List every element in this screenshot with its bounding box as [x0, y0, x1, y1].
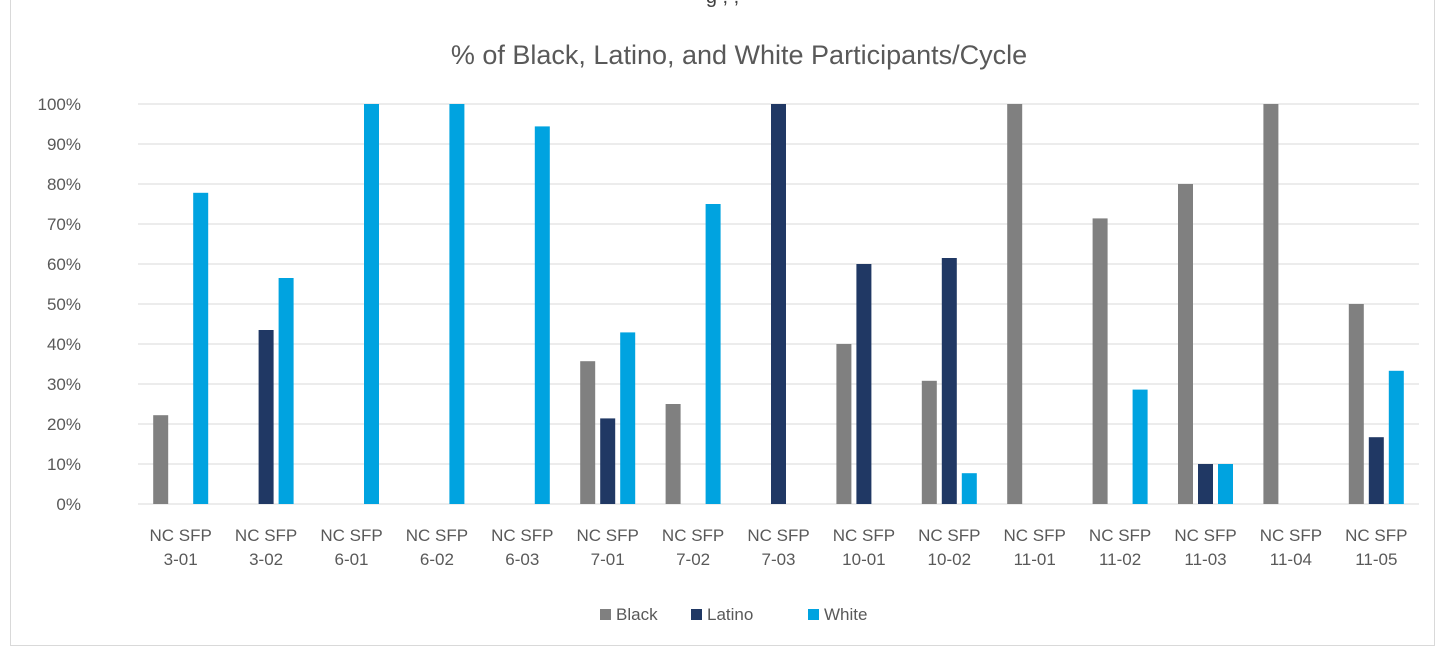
x-tick-label: NC SFP [1174, 526, 1236, 545]
bar-black [1092, 218, 1108, 504]
x-tick-label: 3-01 [164, 550, 198, 569]
x-tick-label: NC SFP [662, 526, 724, 545]
x-tick-label: 10-01 [842, 550, 885, 569]
x-tick-label: 7-03 [761, 550, 795, 569]
y-axis-ticks: 0% 10% 20% 30% 40% 50% 60% 70% 80% 90% 100% [38, 95, 81, 514]
bar-white [364, 104, 379, 504]
legend-swatch-black [600, 609, 611, 620]
x-tick-label: NC SFP [747, 526, 809, 545]
bar-black [665, 404, 681, 504]
y-tick-label: 30% [47, 375, 81, 394]
x-tick-label: 6-03 [505, 550, 539, 569]
y-tick-label: 80% [47, 175, 81, 194]
x-tick-label: NC SFP [1004, 526, 1066, 545]
bar-black [153, 415, 169, 504]
bar-white [193, 192, 209, 505]
x-tick-label: NC SFP [235, 526, 297, 545]
bar-black [1007, 104, 1023, 504]
bar-white [1132, 389, 1148, 504]
x-tick-label: NC SFP [1089, 526, 1151, 545]
bar-white [449, 104, 465, 504]
bar-latino [1198, 464, 1213, 504]
x-tick-label: 11-01 [1014, 550, 1056, 569]
y-tick-label: 10% [47, 455, 81, 474]
x-tick-label: NC SFP [1345, 526, 1407, 545]
bar-chart: % of Black, Latino, and White Participan… [38, 40, 1419, 624]
bar-white [1388, 370, 1404, 504]
cropped-top-text: g , , [11, 0, 1434, 9]
legend: Black Latino White [600, 605, 867, 624]
x-tick-label: 7-02 [676, 550, 710, 569]
legend-label-black: Black [616, 605, 658, 624]
x-tick-label: 3-02 [249, 550, 283, 569]
bar-black [921, 380, 937, 504]
x-tick-label: 11-03 [1184, 550, 1226, 569]
legend-label-white: White [824, 605, 867, 624]
x-tick-label: 7-01 [591, 550, 625, 569]
y-tick-label: 0% [56, 495, 81, 514]
bar-latino [771, 104, 786, 504]
bar-white [534, 126, 550, 505]
bar-latino [600, 418, 616, 504]
bars [153, 104, 1404, 505]
y-tick-label: 90% [47, 135, 81, 154]
x-tick-label: NC SFP [320, 526, 382, 545]
legend-swatch-latino [691, 609, 702, 620]
x-tick-label: 10-02 [928, 550, 971, 569]
y-tick-label: 100% [38, 95, 81, 114]
bar-white [278, 278, 294, 504]
bar-black [1178, 184, 1193, 504]
bar-black [580, 361, 596, 504]
bar-black [1348, 304, 1364, 504]
chart-title: % of Black, Latino, and White Participan… [451, 40, 1027, 70]
y-tick-label: 70% [47, 215, 81, 234]
chart-frame: g , , % of Black, Latino, and White Part… [10, 0, 1435, 646]
x-tick-label: 6-01 [334, 550, 368, 569]
y-tick-label: 60% [47, 255, 81, 274]
y-tick-label: 50% [47, 295, 81, 314]
x-tick-label: 11-05 [1355, 550, 1397, 569]
legend-swatch-white [808, 609, 819, 620]
x-tick-label: NC SFP [406, 526, 468, 545]
x-tick-label: 11-04 [1270, 550, 1312, 569]
bar-white [620, 332, 636, 504]
bar-white [705, 204, 721, 504]
legend-label-latino: Latino [707, 605, 753, 624]
y-tick-label: 40% [47, 335, 81, 354]
bar-white [1218, 464, 1233, 504]
x-axis-ticks: NC SFP 3-01 NC SFP 3-02 NC SFP 6-01 NC SFP 6-02… [150, 526, 1408, 569]
x-tick-label: NC SFP [918, 526, 980, 545]
bar-black [836, 344, 852, 504]
x-tick-label: NC SFP [491, 526, 553, 545]
x-tick-label: 6-02 [420, 550, 454, 569]
x-tick-label: NC SFP [833, 526, 895, 545]
bar-white [961, 473, 977, 504]
bar-latino [1368, 437, 1384, 504]
x-tick-label: 11-02 [1099, 550, 1141, 569]
bar-latino [856, 264, 872, 504]
x-tick-label: NC SFP [150, 526, 212, 545]
bar-latino [258, 330, 274, 504]
bar-black [1263, 104, 1279, 504]
y-tick-label: 20% [47, 415, 81, 434]
x-tick-label: NC SFP [577, 526, 639, 545]
bar-latino [941, 258, 957, 504]
x-tick-label: NC SFP [1260, 526, 1322, 545]
